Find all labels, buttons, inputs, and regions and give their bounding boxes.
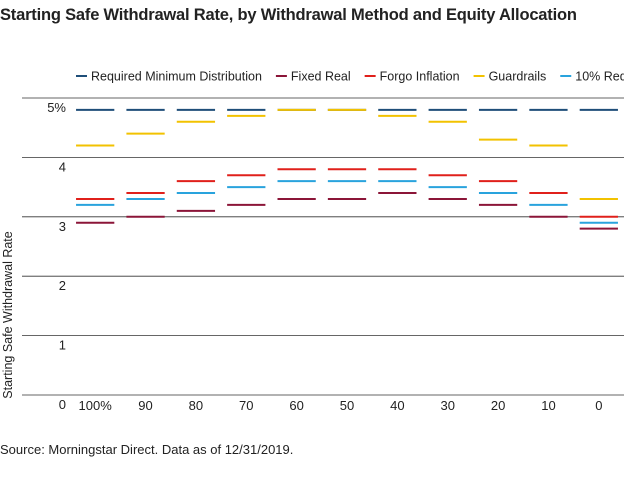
y-tick-label: 4: [59, 159, 66, 174]
x-tick-label: 10: [541, 398, 555, 413]
x-tick-label: 0: [595, 398, 602, 413]
x-tick-label: 80: [189, 398, 203, 413]
x-tick-label: 100%: [79, 398, 113, 413]
chart-title: Starting Safe Withdrawal Rate, by Withdr…: [0, 6, 577, 24]
legend-item: Guardrails: [489, 70, 547, 84]
grid-lines: [22, 97, 624, 396]
y-tick-label: 0: [59, 397, 66, 412]
legend-item: Required Minimum Distribution: [91, 70, 262, 84]
y-tick-labels: 0 1 2 3 4 5%: [47, 100, 66, 412]
x-tick-label: 40: [390, 398, 404, 413]
legend: Required Minimum Distribution Fixed Real F…: [76, 70, 624, 84]
legend-item: 10% Reduction: [575, 70, 624, 84]
y-tick-label: 3: [59, 219, 66, 234]
y-tick-label: 5%: [47, 100, 66, 115]
x-tick-labels: 100% 90 80 70 60 50 40 30 20 10 0: [79, 398, 603, 413]
x-tick-label: 90: [138, 398, 152, 413]
x-tick-label: 60: [289, 398, 303, 413]
y-tick-label: 1: [59, 338, 66, 353]
x-tick-label: 30: [440, 398, 454, 413]
legend-item: Forgo Inflation: [380, 70, 460, 84]
x-tick-label: 50: [340, 398, 354, 413]
source-note: Source: Morningstar Direct. Data as of 1…: [0, 442, 294, 457]
y-tick-label: 2: [59, 278, 66, 293]
x-tick-label: 70: [239, 398, 253, 413]
y-axis-title: Starting Safe Withdrawal Rate: [1, 231, 15, 398]
legend-item: Fixed Real: [291, 70, 351, 84]
x-tick-label: 20: [491, 398, 505, 413]
data-marks: [76, 108, 618, 230]
